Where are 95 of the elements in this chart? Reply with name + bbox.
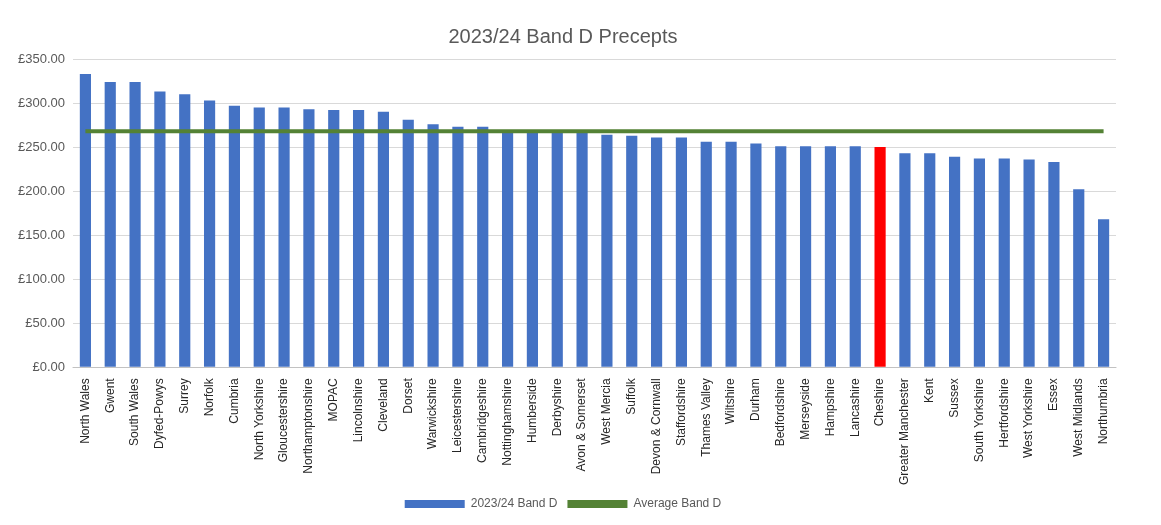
x-tick-label: Leicestershire [450,377,465,453]
bar [203,100,216,367]
x-tick-label: North Yorkshire [251,377,266,461]
x-tick-label: Sussex [946,378,961,418]
bar [352,110,365,367]
x-tick-label: Merseyside [797,377,812,440]
bar [924,153,936,367]
bar [228,105,240,367]
bar [675,137,687,367]
x-tick-label: Avon & Somerset [574,377,589,472]
bar [179,94,191,367]
x-tick-label: Humberside [524,377,539,443]
y-tick-label: £150.00 [17,226,65,242]
x-tick-label: Lincolnshire [350,377,365,443]
x-tick-label: Warwickshire [425,377,440,450]
bar [700,141,712,367]
x-tick-label: South Wales [127,378,142,446]
x-tick-label: MOPAC [326,377,341,422]
bar [278,107,290,367]
bar [650,137,663,367]
x-tick-label: Staffordshire [673,377,688,447]
x-tick-label: Dyfed-Powys [152,378,167,449]
x-tick-label: Cumbria [226,377,241,424]
y-tick-label: £250.00 [17,138,65,154]
bar [526,132,538,367]
bar [874,147,886,367]
bar [129,81,141,367]
y-tick-label: £350.00 [17,50,65,66]
bar [949,156,961,367]
bar [328,110,340,367]
x-tick-label: West Mercia [599,377,614,445]
bar [998,158,1010,367]
x-tick-label: Kent [922,377,937,403]
bar [1023,159,1035,367]
bar [377,111,389,367]
x-tick-label: Nottinghamshire [499,377,514,466]
x-tick-label: Hertfordshire [996,377,1011,448]
y-tick-label: £100.00 [17,270,65,286]
bar [775,146,787,367]
x-tick-label: Devon & Cornwall [648,378,663,475]
x-tick-label: West Yorkshire [1021,377,1036,459]
bar [576,132,588,367]
bar [1048,162,1060,367]
bar [1073,189,1085,367]
y-tick-label: £200.00 [17,182,65,198]
bar [402,119,414,367]
bar [973,158,985,367]
bar [79,73,91,367]
x-tick-label: Dorset [400,377,415,414]
x-tick-label: Derbyshire [549,377,564,437]
x-tick-label: North Wales [77,378,92,444]
x-tick-label: Suffolk [624,377,639,415]
x-tick-label: Norfolk [201,377,216,417]
bar [750,143,762,367]
x-tick-label: Gloucestershire [276,377,291,463]
x-tick-label: Essex [1046,378,1061,411]
x-tick-label: Bedfordshire [773,377,788,447]
bar [725,141,737,367]
bar [253,107,265,367]
chart-title: 2023/24 Band D Precepts [448,24,678,47]
x-tick-label: Hampshire [822,377,837,437]
bar [899,153,911,367]
x-tick-label: Thames Valley [698,378,713,457]
x-tick-label: Cheshire [872,377,887,427]
bar [501,132,514,367]
x-tick-label: Wiltshire [723,377,738,425]
bar [1098,219,1110,367]
bar [452,126,464,367]
bar [551,132,563,367]
x-tick-label: Lancashire [847,377,862,438]
x-tick-label: Northumbria [1095,377,1110,445]
bar [626,135,638,367]
legend-label: Average Band D [633,496,722,511]
bar [303,109,315,367]
x-tick-label: West Midlands [1071,378,1086,457]
x-tick-label: Surrey [177,378,192,414]
x-tick-label: Cleveland [375,378,390,432]
bar [824,146,836,367]
x-tick-label: Durham [748,378,763,421]
x-tick-label: Greater Manchester [897,378,912,486]
bar [849,146,861,367]
bar [154,91,166,367]
y-tick-label: £50.00 [25,314,65,330]
y-tick-label: £300.00 [17,94,65,110]
y-tick-label: £0.00 [32,358,65,374]
bar [799,146,812,367]
x-tick-label: Cambridgeshire [475,377,490,463]
legend-label: 2023/24 Band D [470,496,558,511]
x-tick-label: Northamptonshire [301,377,316,474]
bar [427,124,439,367]
bar [601,134,613,367]
bar [104,81,116,367]
bar [477,126,489,367]
x-tick-label: South Yorkshire [971,377,986,463]
x-tick-label: Gwent [102,377,117,413]
